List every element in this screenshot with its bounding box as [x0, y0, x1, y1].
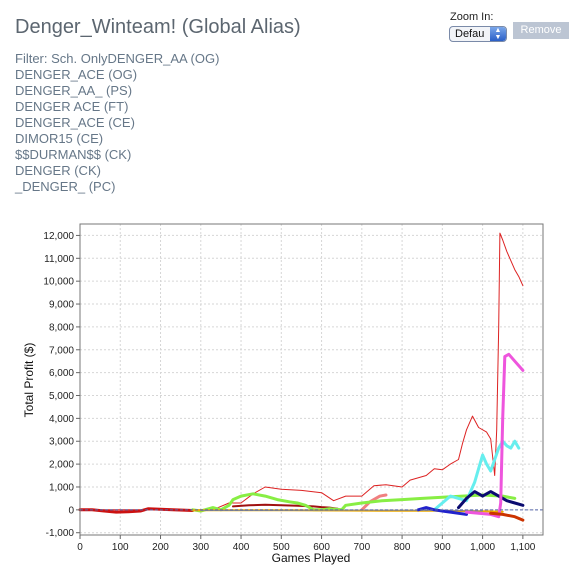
y-axis-ticks: -1,000 0 1,000 2,000 3,000 4,000 5,000 6,000 7,0…: [43, 231, 80, 539]
y-tick-label: -1,000: [46, 528, 75, 539]
x-tick-label: 600: [313, 542, 330, 553]
filter-item: DENGER_AA_ (PS): [15, 83, 133, 98]
chevron-updown-icon: ▲ ▼: [490, 27, 506, 41]
filter-item: DENGER_ACE (CE): [15, 115, 135, 130]
x-axis-ticks: 0 100 200 300 400 500 600 700 800 900 1,000 1,100: [77, 535, 536, 553]
y-tick-label: 11,000: [44, 254, 74, 265]
plot-area: [80, 224, 543, 535]
y-tick-label: 7,000: [49, 345, 74, 356]
y-tick-label: 0: [68, 505, 74, 516]
filter-item: $$DURMAN$$ (CK): [15, 147, 132, 162]
x-tick-label: 100: [112, 542, 129, 553]
x-tick-label: 1,000: [470, 542, 495, 553]
plot-border: [79, 223, 544, 536]
x-tick-label: 0: [77, 542, 83, 553]
y-tick-label: 9,000: [49, 300, 74, 311]
remove-button[interactable]: Remove: [513, 22, 569, 39]
x-tick-label: 1,100: [510, 542, 535, 553]
filter-item: DENGER ACE (FT): [15, 99, 129, 114]
filter-item: DENGER_ACE (OG): [15, 67, 138, 82]
y-axis-label: Total Profit ($): [22, 343, 36, 418]
x-tick-label: 200: [152, 542, 169, 553]
x-tick-label: 900: [434, 542, 451, 553]
filter-item: DENGER (CK): [15, 163, 101, 178]
zoom-label: Zoom In:: [450, 11, 494, 23]
x-tick-label: 800: [394, 542, 411, 553]
y-tick-label: 8,000: [49, 322, 74, 333]
zoom-select[interactable]: Defau ▲ ▼: [449, 26, 507, 42]
filter-item: DIMOR15 (CE): [15, 131, 104, 146]
x-tick-label: 700: [353, 542, 370, 553]
page-title: Denger_Winteam! (Global Alias): [15, 16, 301, 38]
filter-item: Filter: Sch. OnlyDENGER_AA (OG): [15, 51, 220, 66]
x-tick-label: 400: [233, 542, 250, 553]
filter-item: _DENGER_ (PC): [15, 179, 116, 194]
series-line-10: [465, 352, 525, 519]
series-line-1: [79, 232, 524, 511]
x-tick-label: 500: [273, 542, 290, 553]
series-line-11: [489, 511, 525, 522]
y-tick-label: 2,000: [49, 460, 74, 471]
zoom-select-value: Defau: [455, 28, 485, 40]
chart-series: [78, 232, 525, 522]
y-tick-label: 4,000: [49, 414, 74, 425]
y-tick-label: 3,000: [49, 437, 74, 448]
y-tick-label: 5,000: [49, 391, 74, 402]
filter-list: Filter: Sch. OnlyDENGER_AA (OG) DENGER_A…: [15, 51, 219, 195]
series-line-3: [232, 503, 339, 510]
x-tick-label: 300: [192, 542, 209, 553]
y-tick-label: 1,000: [49, 482, 74, 493]
series-line-7: [432, 439, 521, 512]
series-line-0: [360, 493, 388, 512]
series-line-8: [416, 506, 468, 516]
series-line-9: [457, 490, 525, 510]
y-tick-label: 6,000: [49, 368, 74, 379]
x-axis-label: Games Played: [272, 551, 351, 565]
y-tick-label: 12,000: [43, 231, 74, 242]
y-tick-label: 10,000: [43, 277, 74, 288]
